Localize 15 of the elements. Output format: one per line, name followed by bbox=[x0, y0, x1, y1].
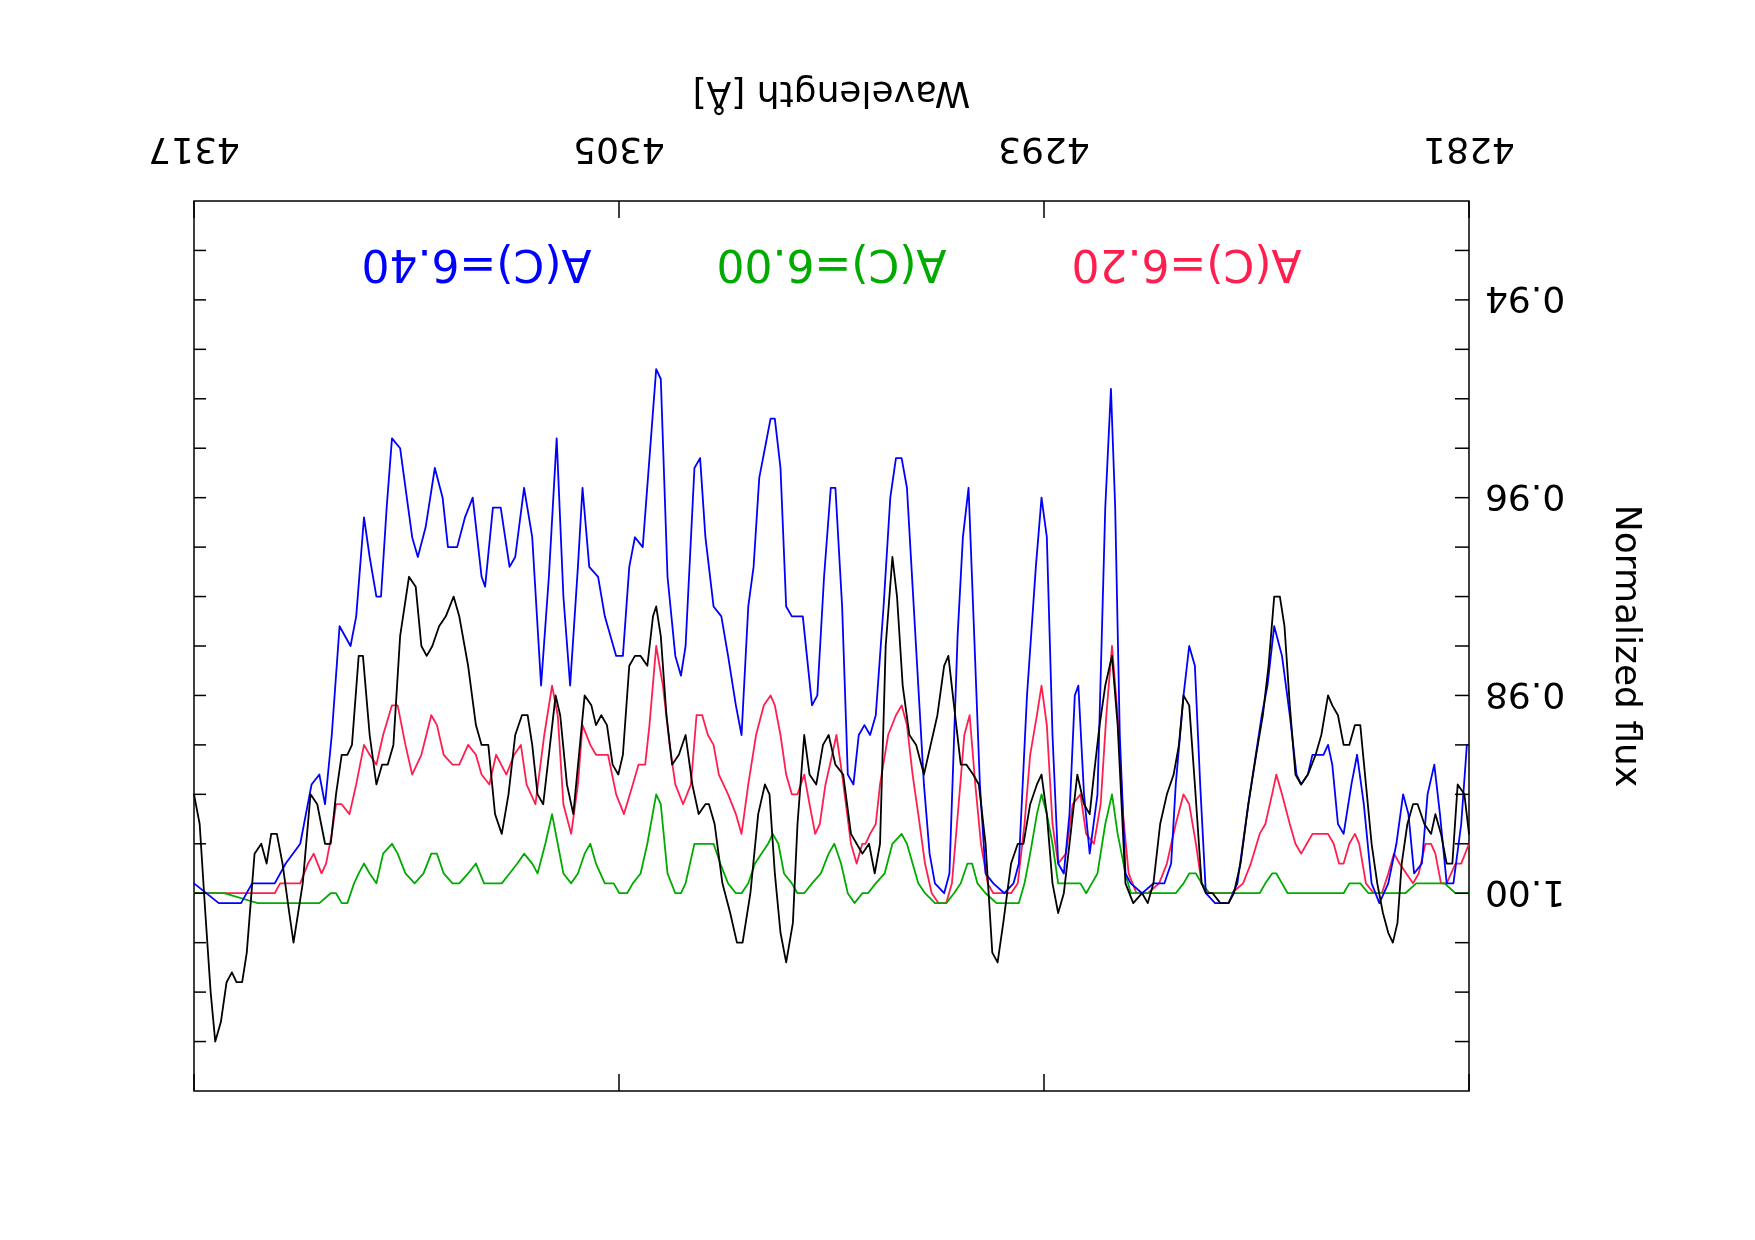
y-tick-label: 0.96 bbox=[1485, 477, 1566, 519]
y-axis-title: Normalized flux bbox=[1608, 504, 1650, 788]
x-tick-label: 4305 bbox=[573, 130, 665, 172]
x-axis-title: Wavelength [Å] bbox=[692, 74, 971, 117]
x-tick-label: 4293 bbox=[998, 130, 1090, 172]
y-tick-label: 0.94 bbox=[1485, 279, 1566, 321]
y-tick-label: 1.00 bbox=[1485, 872, 1566, 914]
text: A(C)=6.40 bbox=[361, 239, 592, 291]
y-tick-label: 0.98 bbox=[1485, 674, 1566, 716]
line-series bbox=[193, 793, 1470, 905]
x-tick-label: 4317 bbox=[148, 130, 240, 172]
text: A(C)=6.20 bbox=[1071, 239, 1302, 291]
text: A(C)=6.00 bbox=[716, 239, 947, 291]
line-series bbox=[193, 368, 1468, 905]
x-tick-label: 4281 bbox=[1423, 130, 1515, 172]
